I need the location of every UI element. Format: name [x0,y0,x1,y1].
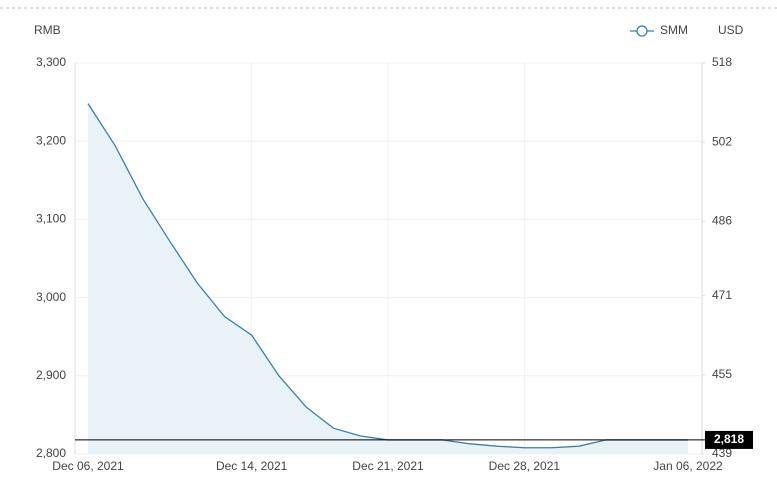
y-tick-label: 3,300 [36,55,66,69]
y2-tick-label: 518 [712,55,732,69]
area-fill [88,103,688,454]
y2-tick-label: 502 [712,134,732,148]
x-tick-label: Dec 28, 2021 [489,459,561,473]
last-value-box [705,430,753,449]
y2-tick-label: 471 [712,288,732,302]
y-tick-label: 3,200 [36,133,66,147]
x-tick-label: Dec 21, 2021 [352,459,424,473]
y2-tick-label: 455 [712,367,732,381]
legend-label: SMM [660,23,688,37]
y-tick-label: 3,100 [36,212,66,226]
y-tick-label: 2,900 [36,368,66,382]
y2-tick-label: 486 [712,214,732,228]
y2-axis-label: USD [718,23,744,37]
y-tick-label: 2,800 [36,446,66,460]
last-value-label: 2,818 [714,432,744,446]
y-axis-label: RMB [34,23,61,37]
x-tick-label: Dec 06, 2021 [52,459,124,473]
y-tick-label: 3,000 [36,290,66,304]
legend-marker [636,25,648,37]
x-tick-label: Jan 06, 2022 [653,459,723,473]
x-tick-label: Dec 14, 2021 [216,459,288,473]
y2-tick-label: 439 [712,446,732,460]
